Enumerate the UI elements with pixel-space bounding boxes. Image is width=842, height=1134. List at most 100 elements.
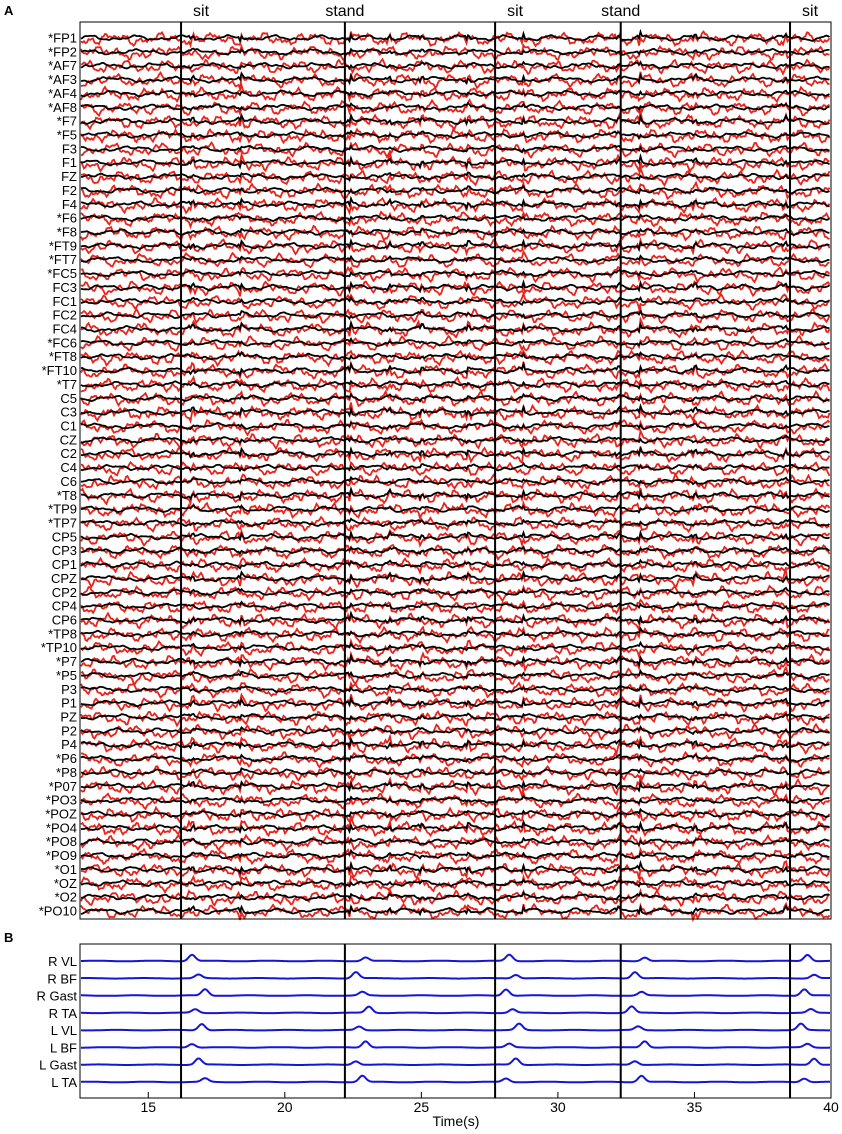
eeg-trace-red — [80, 487, 830, 506]
eeg-trace-black — [80, 475, 830, 486]
x-tick-label: 35 — [687, 1099, 703, 1115]
eeg-trace-black — [80, 47, 830, 56]
eeg-trace-red — [80, 833, 831, 853]
eeg-trace-black — [80, 779, 830, 793]
eeg-channel-label: *TP9 — [48, 502, 77, 517]
eeg-trace-red — [80, 500, 831, 522]
eeg-trace-black — [80, 144, 830, 154]
eeg-trace-red — [80, 568, 831, 589]
eeg-channel-label: *T7 — [57, 377, 77, 392]
eeg-channel-label: F3 — [62, 141, 77, 156]
eeg-trace-black — [80, 434, 830, 445]
eeg-trace-black — [80, 296, 830, 307]
emg-plot-frame — [79, 943, 832, 1099]
eeg-trace-black — [80, 517, 830, 528]
eeg-trace-red — [80, 196, 831, 216]
eeg-channel-label: CP6 — [52, 613, 77, 628]
x-axis-ticks: 15 20 25 30 35 40 — [140, 1092, 839, 1115]
eeg-trace-black — [80, 724, 830, 736]
eeg-trace-black — [80, 626, 830, 638]
emg-traces — [80, 953, 831, 1084]
eeg-trace-black — [80, 819, 830, 835]
emg-channel-label: L Gast — [39, 1058, 77, 1073]
eeg-trace-black — [80, 379, 830, 390]
eeg-trace-black — [80, 238, 830, 253]
eeg-channel-label: *FT7 — [49, 252, 77, 267]
emg-channel-label: R TA — [49, 1006, 78, 1021]
eeg-trace-black — [80, 653, 831, 669]
eeg-trace-black — [81, 859, 830, 875]
eeg-trace-black — [81, 152, 830, 170]
eeg-channel-label: *O2 — [55, 890, 77, 905]
eeg-channel-label: *PO10 — [39, 904, 77, 919]
eeg-trace-black — [80, 101, 830, 112]
eeg-trace-black — [80, 309, 830, 321]
eeg-trace-red — [80, 543, 831, 562]
eeg-channel-label: *TP7 — [48, 516, 77, 531]
emg-channel-label: R VL — [48, 954, 77, 969]
eeg-trace-red — [80, 556, 831, 576]
eeg-trace-red — [80, 692, 830, 713]
eeg-trace-black — [80, 807, 830, 819]
eeg-channel-label: *P5 — [56, 668, 77, 683]
eeg-channel-label: *FP2 — [48, 44, 77, 59]
eeg-trace-black — [80, 337, 830, 347]
eeg-trace-black — [80, 669, 830, 680]
eeg-trace-red — [80, 733, 830, 758]
eeg-channel-label: *PO3 — [46, 793, 77, 808]
eeg-channel-label: *F5 — [57, 128, 77, 143]
eeg-trace-red — [80, 389, 830, 408]
eeg-channel-label: *F7 — [57, 114, 77, 129]
eeg-trace-red — [80, 280, 831, 298]
eeg-trace-black — [80, 529, 830, 542]
eeg-channel-label: C3 — [60, 405, 77, 420]
eeg-channel-label: C1 — [60, 419, 77, 434]
eeg-channel-label: P1 — [61, 696, 77, 711]
x-tick-label: 20 — [277, 1099, 293, 1115]
eeg-channel-label: CP1 — [52, 557, 77, 572]
eeg-trace-red — [80, 473, 830, 491]
eeg-trace-red — [80, 180, 831, 201]
eeg-trace-black — [80, 129, 831, 140]
eeg-trace-red — [80, 776, 830, 800]
x-tick-label: 30 — [550, 1099, 566, 1115]
eeg-trace-red — [80, 650, 830, 673]
eeg-trace-red — [80, 873, 831, 895]
eeg-trace-black — [80, 736, 830, 751]
eeg-channel-labels: *FP1*FP2*AF7*AF3*AF4*AF8*F7*F5F3F1FZF2F4… — [39, 31, 77, 919]
event-label: sit — [193, 3, 210, 20]
eeg-channel-label: *T8 — [57, 488, 77, 503]
eeg-channel-label: *FC5 — [47, 266, 77, 281]
eeg-event-labels: sit stand sit stand sit — [193, 3, 819, 20]
emg-trace — [80, 1022, 830, 1032]
eeg-trace-black — [81, 503, 830, 514]
eeg-trace-black — [80, 600, 830, 612]
eeg-channel-label: *TP8 — [48, 626, 77, 641]
emg-channel-label: L VL — [51, 1023, 77, 1038]
eeg-trace-red — [80, 789, 831, 811]
eeg-channel-label: *OZ — [54, 876, 77, 891]
emg-trace — [81, 988, 830, 997]
eeg-trace-red — [80, 165, 831, 187]
event-label: sit — [802, 3, 819, 20]
eeg-trace-black — [81, 361, 830, 377]
eeg-panel: sit stand sit stand sit *FP1*FP2*AF7*AF3*AF4… — [39, 3, 832, 923]
eeg-trace-black — [80, 586, 830, 597]
eeg-channel-label: FZ — [61, 169, 77, 184]
eeg-event-lines — [180, 22, 792, 919]
emg-channel-label: R Gast — [37, 989, 78, 1004]
eeg-trace-red — [80, 43, 830, 62]
eeg-trace-black — [80, 485, 830, 502]
eeg-trace-black — [80, 112, 830, 127]
x-tick-label: 40 — [823, 1099, 839, 1115]
eeg-channel-label: *PO4 — [46, 820, 77, 835]
eeg-trace-black — [80, 184, 830, 195]
eeg-trace-black — [80, 279, 831, 294]
eeg-trace-black — [80, 403, 830, 418]
emg-panel: R VL R BF R Gast R TA L VL L BF L Gast L TA 15 2… — [37, 943, 839, 1129]
eeg-trace-red — [80, 764, 831, 783]
eeg-trace-black — [80, 71, 830, 86]
eeg-trace-red — [80, 374, 831, 394]
eeg-channel-label: CP3 — [52, 543, 77, 558]
eeg-channel-label: CP4 — [52, 599, 77, 614]
